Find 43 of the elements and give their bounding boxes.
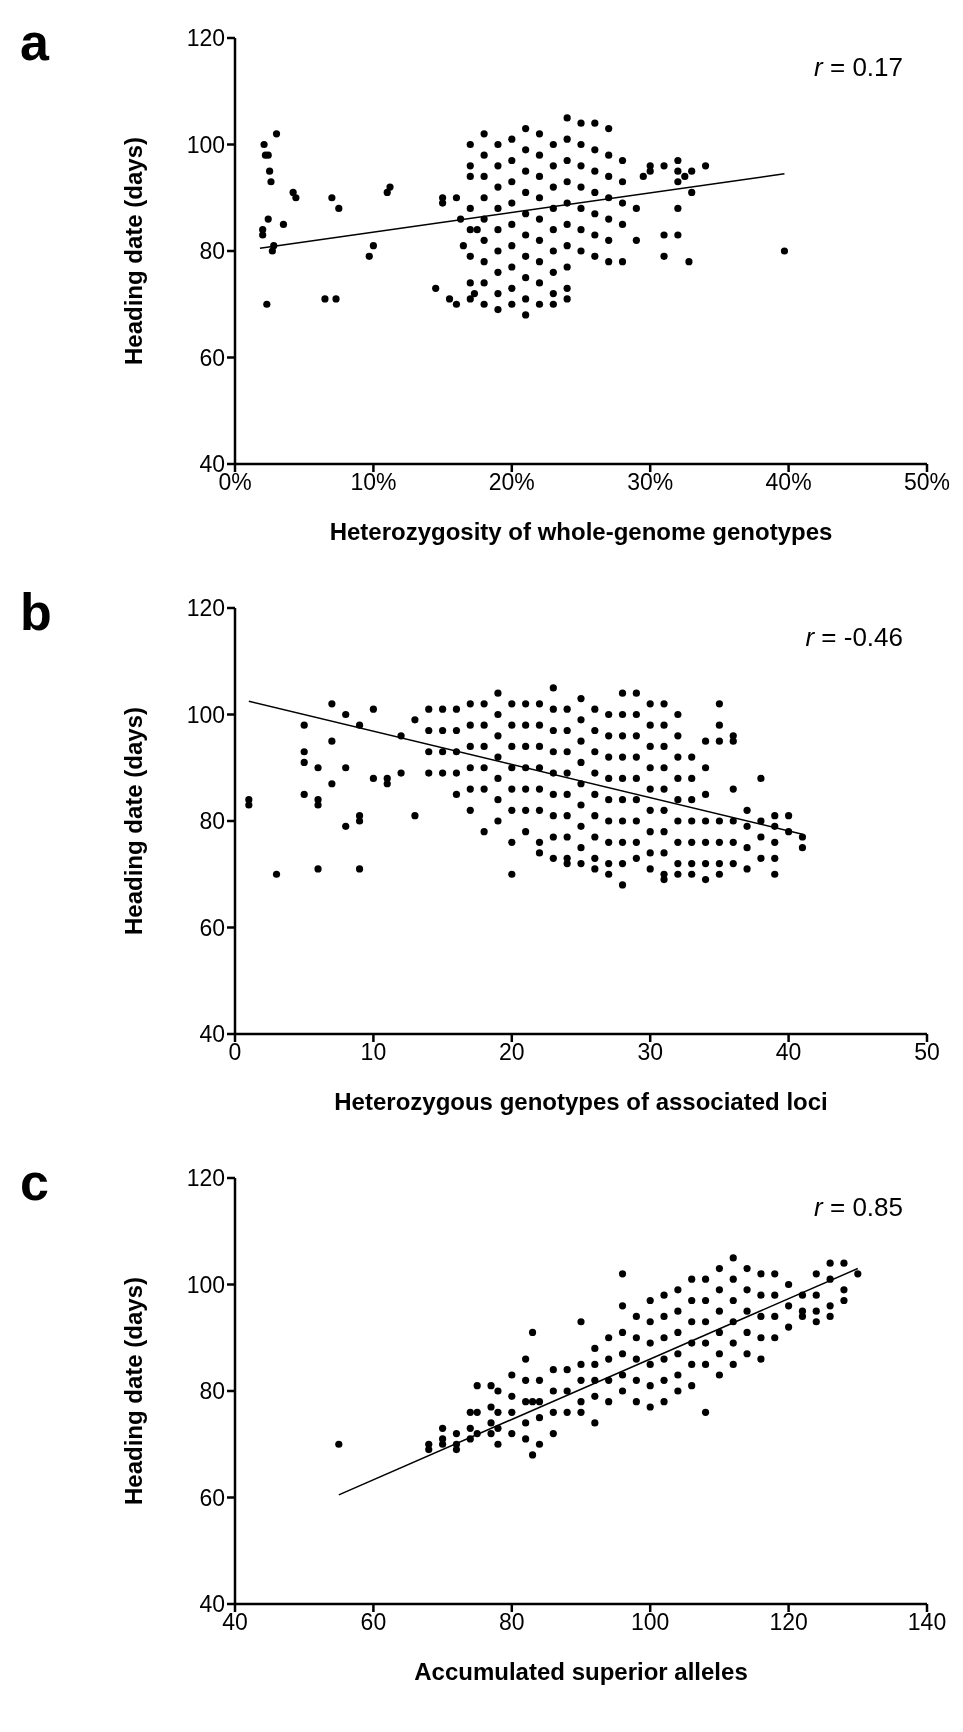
- x-tick-label: 30%: [627, 469, 674, 496]
- x-tick-label: 10%: [350, 469, 397, 496]
- y-axis-title: Heading date (days): [119, 1276, 147, 1506]
- x-tick-label: 40: [775, 1039, 802, 1066]
- x-tick-label: 20%: [488, 469, 535, 496]
- annotation: r = 0.85: [814, 1192, 903, 1222]
- x-tick-label: 140: [907, 1609, 947, 1636]
- x-axis-title: Heterozygosity of whole-genome genotypes: [329, 518, 833, 545]
- y-tick-label: 120: [186, 1165, 225, 1192]
- annotation: r = 0.17: [814, 52, 903, 82]
- y-tick-label: 100: [186, 1271, 225, 1298]
- x-tick-label: 10: [360, 1039, 387, 1066]
- x-tick-label: 50: [914, 1039, 940, 1066]
- y-tick-label: 80: [199, 238, 225, 265]
- y-tick-label: 80: [199, 1378, 225, 1405]
- y-axis-title: Heading date (days): [119, 136, 147, 366]
- x-tick-label: 30: [637, 1039, 663, 1066]
- x-tick-label: 120: [769, 1609, 808, 1636]
- y-tick-label: 100: [186, 701, 225, 728]
- y-axis-title: Heading date (days): [119, 706, 147, 936]
- y-tick-label: 120: [186, 595, 225, 622]
- y-tick-label: 80: [199, 808, 225, 835]
- chart-title: a: [20, 12, 49, 72]
- x-tick-label: 20: [499, 1039, 525, 1066]
- x-tick-label: 80: [499, 1609, 525, 1636]
- x-tick-label: 60: [360, 1609, 387, 1636]
- x-tick-label: 40: [222, 1609, 248, 1636]
- chart-title: c: [20, 1152, 49, 1212]
- y-tick-label: 60: [199, 344, 225, 371]
- y-tick-label: 40: [199, 1591, 225, 1618]
- y-tick-label: 100: [186, 131, 225, 158]
- chart-title: b: [20, 582, 52, 642]
- x-axis-title: Heterozygous genotypes of associated loci: [334, 1088, 828, 1115]
- x-axis-title: Accumulated superior alleles: [414, 1658, 748, 1685]
- y-tick-label: 60: [199, 914, 225, 941]
- y-tick-label: 60: [199, 1484, 225, 1511]
- y-tick-label: 40: [199, 1021, 225, 1048]
- x-tick-label: 40%: [765, 469, 812, 496]
- annotation: r = -0.46: [805, 622, 903, 652]
- x-tick-label: 100: [631, 1609, 670, 1636]
- y-tick-label: 120: [186, 25, 225, 52]
- x-tick-label: 50%: [903, 469, 951, 496]
- x-tick-label: 0: [228, 1039, 242, 1066]
